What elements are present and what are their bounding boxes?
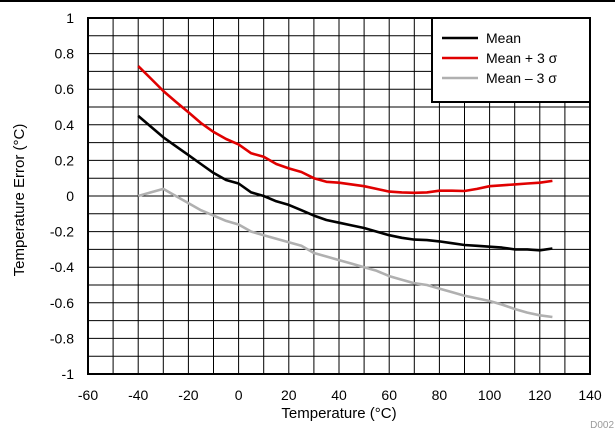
x-tick-label: 20 (281, 387, 297, 403)
x-tick-label: 140 (578, 387, 602, 403)
x-axis-title: Temperature (°C) (281, 405, 396, 422)
x-axis-tick-labels: -60 -40 -20 0 20 40 60 80 100 120 140 (78, 387, 602, 403)
y-tick-label: 0.2 (55, 152, 75, 168)
x-tick-label: -40 (128, 387, 148, 403)
y-axis-tick-labels: 1 0.8 0.6 0.4 0.2 0 -0.2 -0.4 -0.6 -0.8 -1 (50, 10, 74, 382)
top-rule (0, 0, 615, 2)
legend-label: Mean (486, 30, 521, 46)
x-tick-label: 60 (381, 387, 397, 403)
legend-label: Mean + 3 σ (486, 50, 558, 66)
y-axis-title: Temperature Error (°C) (11, 124, 28, 277)
y-tick-label: -0.4 (50, 259, 74, 275)
y-tick-label: 0.6 (55, 81, 75, 97)
series-lines (137, 65, 553, 319)
y-tick-label: -1 (62, 366, 75, 382)
x-tick-label: -20 (178, 387, 198, 403)
series-line-mean-plus-3-sigma (137, 65, 553, 195)
x-tick-label: 0 (235, 387, 243, 403)
y-tick-label: 1 (66, 10, 74, 26)
legend: Mean Mean + 3 σ Mean – 3 σ (431, 17, 591, 103)
x-tick-label: 80 (432, 387, 448, 403)
legend-label: Mean – 3 σ (486, 70, 557, 86)
x-tick-label: -60 (78, 387, 98, 403)
y-tick-label: 0.8 (55, 46, 75, 62)
y-tick-label: 0 (66, 188, 74, 204)
y-tick-label: -0.2 (50, 224, 74, 240)
figure-id-label: D002 (590, 420, 614, 430)
y-tick-label: 0.4 (55, 117, 75, 133)
series-line-mean-minus-3-sigma (137, 187, 553, 319)
grid (87, 17, 591, 375)
y-tick-label: -0.8 (50, 330, 74, 346)
legend-box (431, 17, 591, 103)
x-tick-label: 100 (478, 387, 502, 403)
series-line-mean (137, 114, 553, 252)
x-tick-label: 40 (331, 387, 347, 403)
y-tick-label: -0.6 (50, 295, 74, 311)
x-tick-label: 120 (528, 387, 552, 403)
plot-frame (87, 17, 591, 375)
